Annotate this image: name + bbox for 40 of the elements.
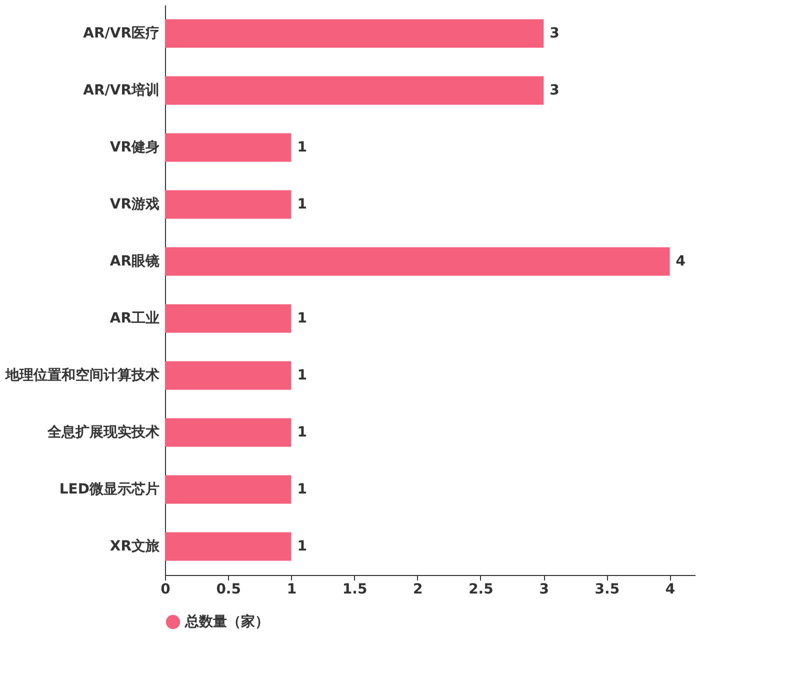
x-tick-label: 1.5	[342, 582, 368, 598]
x-tick-label: 4	[665, 582, 676, 598]
y-tick-label: AR/VR医疗	[83, 24, 160, 42]
data-label: 3	[550, 26, 560, 42]
x-tick-label: 1	[286, 582, 297, 598]
bar	[165, 532, 292, 561]
legend-label: 总数量（家）	[184, 613, 269, 630]
y-tick-label: XR文旅	[110, 538, 160, 554]
y-tick-label: VR游戏	[110, 196, 160, 212]
data-label: 1	[297, 196, 307, 212]
data-label: 1	[297, 538, 307, 554]
data-label: 1	[297, 310, 307, 326]
bar	[165, 133, 292, 162]
data-label: 3	[550, 82, 560, 98]
data-label: 1	[297, 368, 307, 384]
y-tick-label: 全息扩展现实技术	[46, 424, 160, 440]
bar	[165, 418, 292, 447]
bar	[165, 247, 670, 276]
bar	[165, 304, 292, 333]
bar	[165, 361, 292, 390]
y-tick-label: AR眼镜	[110, 252, 160, 270]
y-tick-label: LED微显示芯片	[59, 482, 160, 498]
x-tick-label: 0	[160, 582, 171, 598]
x-tick-label: 2	[413, 582, 423, 598]
data-label: 4	[676, 254, 686, 270]
data-label: 1	[297, 140, 307, 156]
y-tick-label: 地理位置和空间计算技术	[4, 366, 160, 384]
bar	[165, 76, 544, 105]
y-tick-label: AR/VR培训	[83, 82, 160, 98]
x-tick-label: 3	[539, 582, 549, 598]
bar	[165, 190, 292, 219]
y-tick-label: AR工业	[110, 310, 160, 326]
bar	[165, 475, 292, 504]
x-tick-label: 3.5	[594, 582, 620, 598]
y-tick-label: VR健身	[110, 140, 160, 156]
bar	[165, 19, 544, 48]
data-label: 1	[297, 482, 307, 498]
x-tick-label: 2.5	[468, 582, 494, 598]
x-tick-label: 0.5	[216, 582, 241, 598]
data-label: 1	[297, 424, 307, 440]
